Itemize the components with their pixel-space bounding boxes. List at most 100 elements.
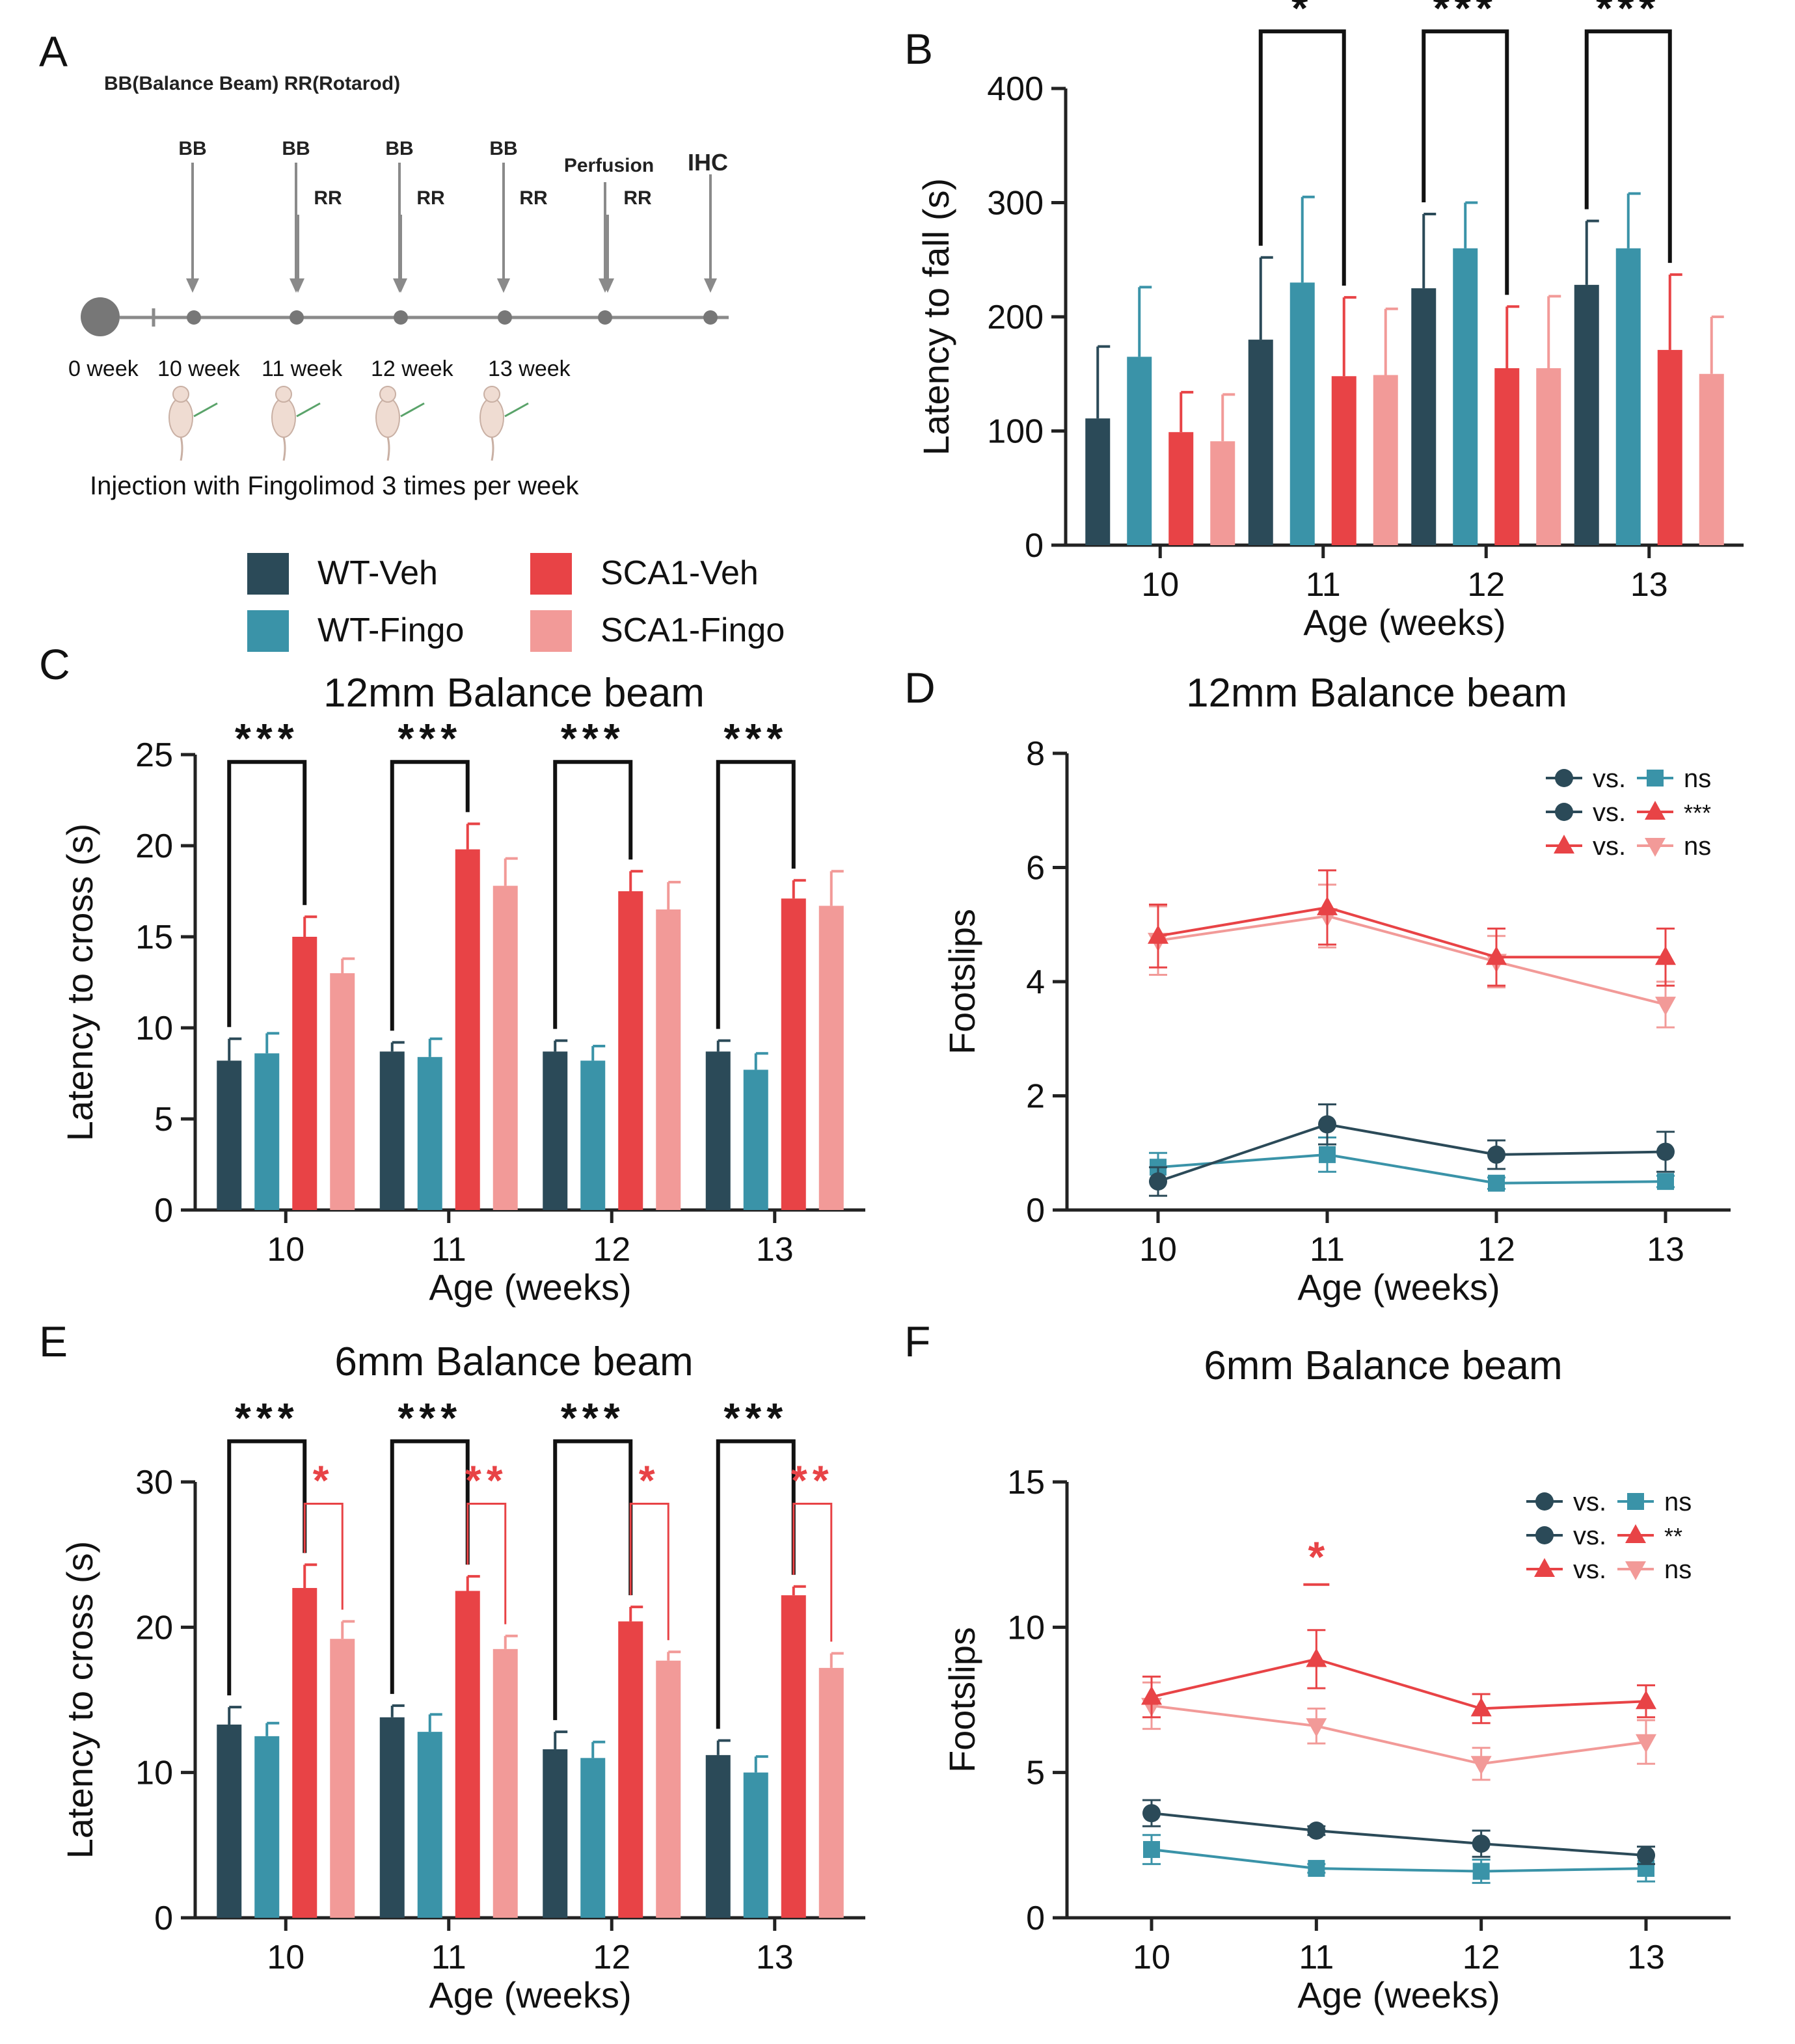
chart-b-y-tick-label-400: 400 [987, 70, 1044, 108]
chart-d-legend-result-2: ns [1684, 832, 1711, 861]
chart-f-point-sca1-fingo-12 [1470, 1756, 1492, 1775]
chart-b-sig-stars-2: *** [1596, 0, 1660, 31]
chart-c-sig-bracket-1 [390, 760, 470, 1031]
chart-f-point-sca1-fingo-13 [1636, 1734, 1656, 1753]
chart-c-bar-sca1-veh-12 [618, 891, 643, 1210]
chart-f-x-tick-label-10: 10 [1133, 1939, 1170, 1976]
panel-label-d: D [904, 664, 936, 712]
chart-d-y-tick-label-0: 0 [1026, 1192, 1045, 1230]
chart-f-line-wt-veh [1151, 1812, 1647, 1857]
bb-11-arrow-head [290, 278, 303, 293]
timeline-dot-13 [498, 310, 512, 325]
chart-e-y-tick-label-10: 10 [135, 1755, 173, 1792]
chart-f-legend-left-marker-2 [1534, 1558, 1555, 1577]
timeline-dot-10 [187, 310, 201, 325]
chart-f-point-sca1-veh-13 [1636, 1690, 1656, 1710]
chart-d-legend-vs-0: vs. [1593, 764, 1626, 793]
chart-b-latency-to-fall: 0 100 200 300 400 10 11 12 13 Age (weeks) Latency … [915, 0, 1744, 643]
chart-d-y-tick-label-8: 8 [1026, 735, 1045, 773]
chart-d-legend-vs-1: vs. [1593, 798, 1626, 827]
chart-c-y-tick-label-0: 0 [154, 1192, 173, 1230]
rr-12-label: RR [519, 187, 548, 209]
chart-e-sig-stars-5: ** [465, 1457, 508, 1504]
chart-d-legend-vs-2: vs. [1593, 832, 1626, 861]
chart-e-y-tick-label-20: 20 [135, 1609, 173, 1647]
chart-d-x-tick-label-11: 11 [1310, 1231, 1345, 1269]
bb-13-label: BB [489, 138, 517, 159]
chart-b-bar-sca1-veh-11 [1331, 376, 1356, 545]
chart-f-annotation-0: * [1308, 1533, 1325, 1581]
chart-e-bar-wt-fingo-11 [417, 1732, 442, 1918]
chart-f-point-wt-veh-10 [1142, 1804, 1161, 1823]
legend-label-sca1-veh: SCA1-Veh [601, 554, 759, 592]
timeline-dot-12 [394, 310, 408, 325]
chart-b-sig-bracket-2 [1584, 29, 1672, 263]
chart-c-y-axis-label: Latency to cross (s) [59, 824, 100, 1142]
chart-b-bar-wt-veh-13 [1574, 284, 1599, 545]
chart-f-legend-result-0: ns [1664, 1488, 1692, 1516]
chart-e-bar-wt-fingo-10 [254, 1736, 280, 1918]
chart-e-bar-sca1-fingo-12 [656, 1660, 681, 1918]
chart-f-point-sca1-veh-10 [1141, 1686, 1162, 1705]
chart-b-bar-sca1-fingo-11 [1373, 375, 1398, 545]
chart-e-y-tick-label-30: 30 [135, 1464, 173, 1501]
chart-d-y-tick-label-2: 2 [1026, 1078, 1045, 1116]
chart-f-y-axis-label: Footslips [941, 1627, 982, 1773]
chart-b-y-tick-label-0: 0 [1025, 527, 1044, 565]
legend-swatch-wt-fingo [247, 610, 289, 652]
chart-c-title: 12mm Balance beam [323, 671, 705, 716]
chart-f-point-sca1-veh-12 [1470, 1697, 1492, 1717]
chart-f-legend-right-marker-1 [1625, 1524, 1646, 1543]
chart-d-legend-left-marker-1 [1555, 803, 1573, 821]
chart-e-sig-bracket-0 [227, 1439, 307, 1696]
chart-b-y-tick-label-100: 100 [987, 413, 1044, 451]
chart-c-x-tick-label-12: 12 [593, 1231, 630, 1269]
chart-f-6mm-footslips: 0 5 10 15 10 11 12 13 Age (weeks) Footslips 6mm Ba… [941, 1343, 1731, 2015]
chart-d-point-wt-fingo-12 [1488, 1174, 1505, 1192]
chart-d-x-tick-label-12: 12 [1478, 1231, 1515, 1269]
chart-c-sig-bracket-2 [553, 760, 633, 1029]
chart-e-sig-bracket-6 [629, 1503, 669, 1641]
chart-b-sig-bracket-1 [1422, 29, 1509, 295]
chart-f-legend-result-2: ns [1664, 1555, 1692, 1584]
chart-d-legend-right-marker-0 [1647, 770, 1664, 787]
chart-b-bar-wt-veh-12 [1411, 288, 1437, 545]
chart-e-bar-wt-veh-12 [543, 1749, 568, 1918]
bb-12-arrow-head [393, 278, 406, 293]
group-legend: WT-Veh SCA1-Veh WT-Fingo SCA1-Fingo [247, 553, 785, 652]
chart-b-x-axis-label: Age (weeks) [1303, 602, 1505, 643]
chart-e-bar-sca1-veh-13 [781, 1595, 806, 1918]
chart-e-sig-stars-3: *** [723, 1394, 788, 1441]
chart-f-line-sca1-fingo [1151, 1704, 1647, 1766]
chart-b-x-tick-label-10: 10 [1141, 566, 1179, 604]
chart-b-bar-wt-fingo-12 [1453, 248, 1478, 545]
chart-c-y-tick-label-5: 5 [154, 1101, 173, 1138]
chart-f-point-wt-veh-11 [1307, 1822, 1326, 1840]
chart-d-point-sca1-veh-10 [1148, 924, 1168, 944]
chart-e-x-tick-label-11: 11 [431, 1939, 466, 1976]
chart-d-legend-left-marker-2 [1554, 835, 1574, 854]
chart-d-point-wt-veh-10 [1149, 1172, 1167, 1191]
bb-13-arrow-head [497, 278, 510, 293]
chart-f-point-wt-fingo-10 [1143, 1841, 1160, 1859]
chart-c-bar-sca1-veh-11 [455, 849, 480, 1210]
chart-e-bar-sca1-fingo-11 [493, 1648, 518, 1918]
chart-c-y-tick-label-25: 25 [135, 736, 173, 774]
ihc-arrow-head [704, 278, 717, 293]
chart-c-bar-wt-fingo-10 [254, 1053, 280, 1210]
chart-d-line-wt-veh [1157, 1123, 1666, 1183]
timeline-start-dot [81, 297, 120, 336]
chart-b-bar-sca1-veh-13 [1657, 349, 1682, 545]
chart-c-bar-wt-fingo-13 [743, 1069, 768, 1210]
chart-d-legend-right-marker-1 [1645, 801, 1666, 820]
chart-f-legend-right-marker-2 [1625, 1561, 1646, 1580]
timeline-dot-perfusion [598, 310, 612, 325]
chart-e-x-axis-label: Age (weeks) [429, 1974, 631, 2015]
chart-e-y-axis-label: Latency to cross (s) [59, 1541, 100, 1859]
week-label-13: 13 week [488, 356, 571, 381]
chart-b-bar-sca1-veh-10 [1168, 432, 1194, 545]
chart-b-x-tick-label-13: 13 [1630, 566, 1668, 604]
chart-d-legend-result-1: *** [1684, 800, 1711, 826]
chart-f-legend-vs-0: vs. [1573, 1488, 1606, 1516]
chart-d-legend-right-marker-2 [1645, 838, 1666, 857]
